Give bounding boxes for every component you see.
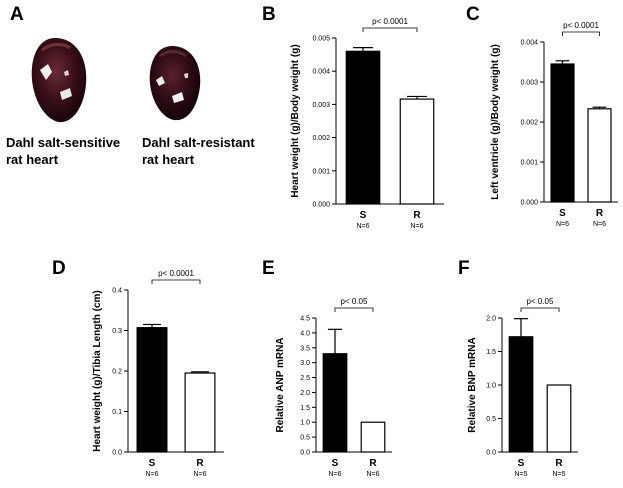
y-tick-label: 2.5	[300, 375, 310, 382]
y-tick-label: 0.005	[312, 36, 330, 43]
panel-letter-f: F	[458, 258, 470, 279]
y-tick-label: 0.001	[312, 168, 330, 175]
p-value-label: p< 0.05	[341, 297, 368, 306]
y-tick-label: 0.4	[112, 288, 122, 295]
y-tick-label: 0.004	[312, 69, 330, 76]
y-tick-label: 0.001	[520, 160, 538, 167]
y-tick-label: 0.5	[486, 416, 496, 423]
panel-letter-a: A	[10, 4, 24, 25]
y-tick-label: 1.5	[486, 349, 496, 356]
y-axis-label: Heart weight (g)/Body weight (g)	[290, 44, 301, 197]
bar-s	[508, 336, 534, 453]
p-value-label: p< 0.05	[527, 297, 554, 306]
chart-e: E 0.0 0.5 1.0 1.5 2.0 2.5 3.0 3.5 4.0 4.5 Relative …	[262, 258, 392, 478]
sample-size-label: N=6	[366, 471, 379, 478]
x-category-label: S	[149, 458, 156, 469]
chart-b: B 0.000 0.001 0.002 0.003 0.004 0.005 Heart wei…	[262, 4, 444, 230]
heart-photo-salt-sensitive	[31, 38, 87, 123]
bar-r	[399, 98, 435, 205]
y-tick-label: 0.0	[300, 450, 310, 457]
caption-line-2: rat heart	[6, 152, 59, 167]
chart-c: C 0.000 0.001 0.002 0.003 0.004 Left ventricle…	[466, 4, 618, 228]
y-tick-label: 0.002	[312, 135, 330, 142]
x-category-label: R	[555, 458, 563, 469]
x-category-label: S	[518, 458, 525, 469]
caption-salt-resistant: Dahl salt-resistant rat heart	[142, 134, 255, 168]
y-tick-label: 4.0	[300, 330, 310, 337]
panel-letter-e: E	[262, 258, 275, 279]
y-axis-label: Heart weight (g)/Tibia Length (cm)	[92, 290, 103, 451]
y-tick-label: 1.5	[300, 405, 310, 412]
y-axis-label: Left ventricle (g)/Body weight (g)	[490, 44, 501, 200]
x-category-label: S	[332, 458, 339, 469]
sample-size-label: N=5	[514, 471, 527, 478]
significance-bracket	[334, 307, 374, 312]
significance-bracket	[362, 27, 418, 32]
heart-photo-salt-resistant	[149, 46, 201, 121]
y-tick-label: 0.3	[112, 328, 122, 335]
bar-s	[345, 50, 381, 205]
p-value-label: p< 0.0001	[158, 269, 194, 278]
x-category-label: R	[196, 458, 204, 469]
bar-r	[546, 384, 572, 453]
bar-s	[550, 63, 575, 203]
y-tick-label: 0.000	[520, 200, 538, 207]
y-axis-label: Relative ANP mRNA	[275, 337, 286, 432]
y-tick-label: 1.0	[300, 420, 310, 427]
sample-size-label: N=5	[552, 471, 565, 478]
y-tick-label: 0.5	[300, 435, 310, 442]
y-tick-label: 1.0	[486, 383, 496, 390]
y-tick-label: 0.0	[486, 450, 496, 457]
x-category-label: S	[559, 208, 566, 219]
sample-size-label: N=6	[593, 221, 606, 228]
bar-s	[136, 327, 168, 453]
sample-size-label: N=6	[193, 471, 206, 478]
sample-size-label: N=6	[556, 221, 569, 228]
bar-r	[184, 372, 216, 453]
significance-bracket	[520, 307, 560, 312]
y-tick-label: 0.004	[520, 40, 538, 47]
x-category-label: R	[413, 210, 421, 221]
y-tick-label: 0.003	[520, 80, 538, 87]
y-axis-label: Relative BNP mRNA	[467, 337, 478, 432]
panel-letter-d: D	[52, 258, 66, 279]
sample-size-label: N=6	[356, 223, 369, 230]
caption-salt-sensitive: Dahl salt-sensitive rat heart	[6, 134, 120, 168]
y-tick-label: 0.002	[520, 120, 538, 127]
bar-r	[360, 421, 386, 453]
y-tick-label: 3.5	[300, 345, 310, 352]
panel-letter-b: B	[262, 4, 276, 25]
p-value-label: p< 0.0001	[372, 17, 408, 26]
significance-bracket	[151, 279, 201, 284]
p-value-label: p< 0.0001	[563, 21, 599, 30]
significance-bracket	[562, 31, 600, 36]
x-category-label: R	[369, 458, 377, 469]
y-tick-label: 3.0	[300, 360, 310, 367]
chart-d: D 0.0 0.1 0.2 0.3 0.4 Heart weight (g)/Tibia L…	[52, 258, 224, 478]
sample-size-label: N=6	[410, 223, 423, 230]
y-tick-label: 0.003	[312, 102, 330, 109]
caption-line-1: Dahl salt-sensitive	[6, 135, 121, 150]
y-tick-label: 2.0	[486, 316, 496, 323]
chart-f: F 0.0 0.5 1.0 1.5 2.0 Relative BNP mRNA S N=5 R N=…	[458, 258, 578, 478]
sample-size-label: N=6	[328, 471, 341, 478]
y-tick-label: 0.000	[312, 202, 330, 209]
bar-s	[322, 353, 348, 453]
y-tick-label: 4.5	[300, 316, 310, 323]
y-tick-label: 2.0	[300, 390, 310, 397]
y-tick-label: 0.1	[112, 409, 122, 416]
caption-line-2: rat heart	[142, 152, 195, 167]
caption-line-1: Dahl salt-resistant	[142, 135, 255, 150]
y-tick-label: 0.2	[112, 369, 122, 376]
x-category-label: S	[360, 210, 367, 221]
panel-letter-c: C	[466, 4, 480, 25]
bar-r	[587, 108, 612, 203]
sample-size-label: N=6	[145, 471, 158, 478]
y-tick-label: 0.0	[112, 450, 122, 457]
x-category-label: R	[596, 208, 604, 219]
